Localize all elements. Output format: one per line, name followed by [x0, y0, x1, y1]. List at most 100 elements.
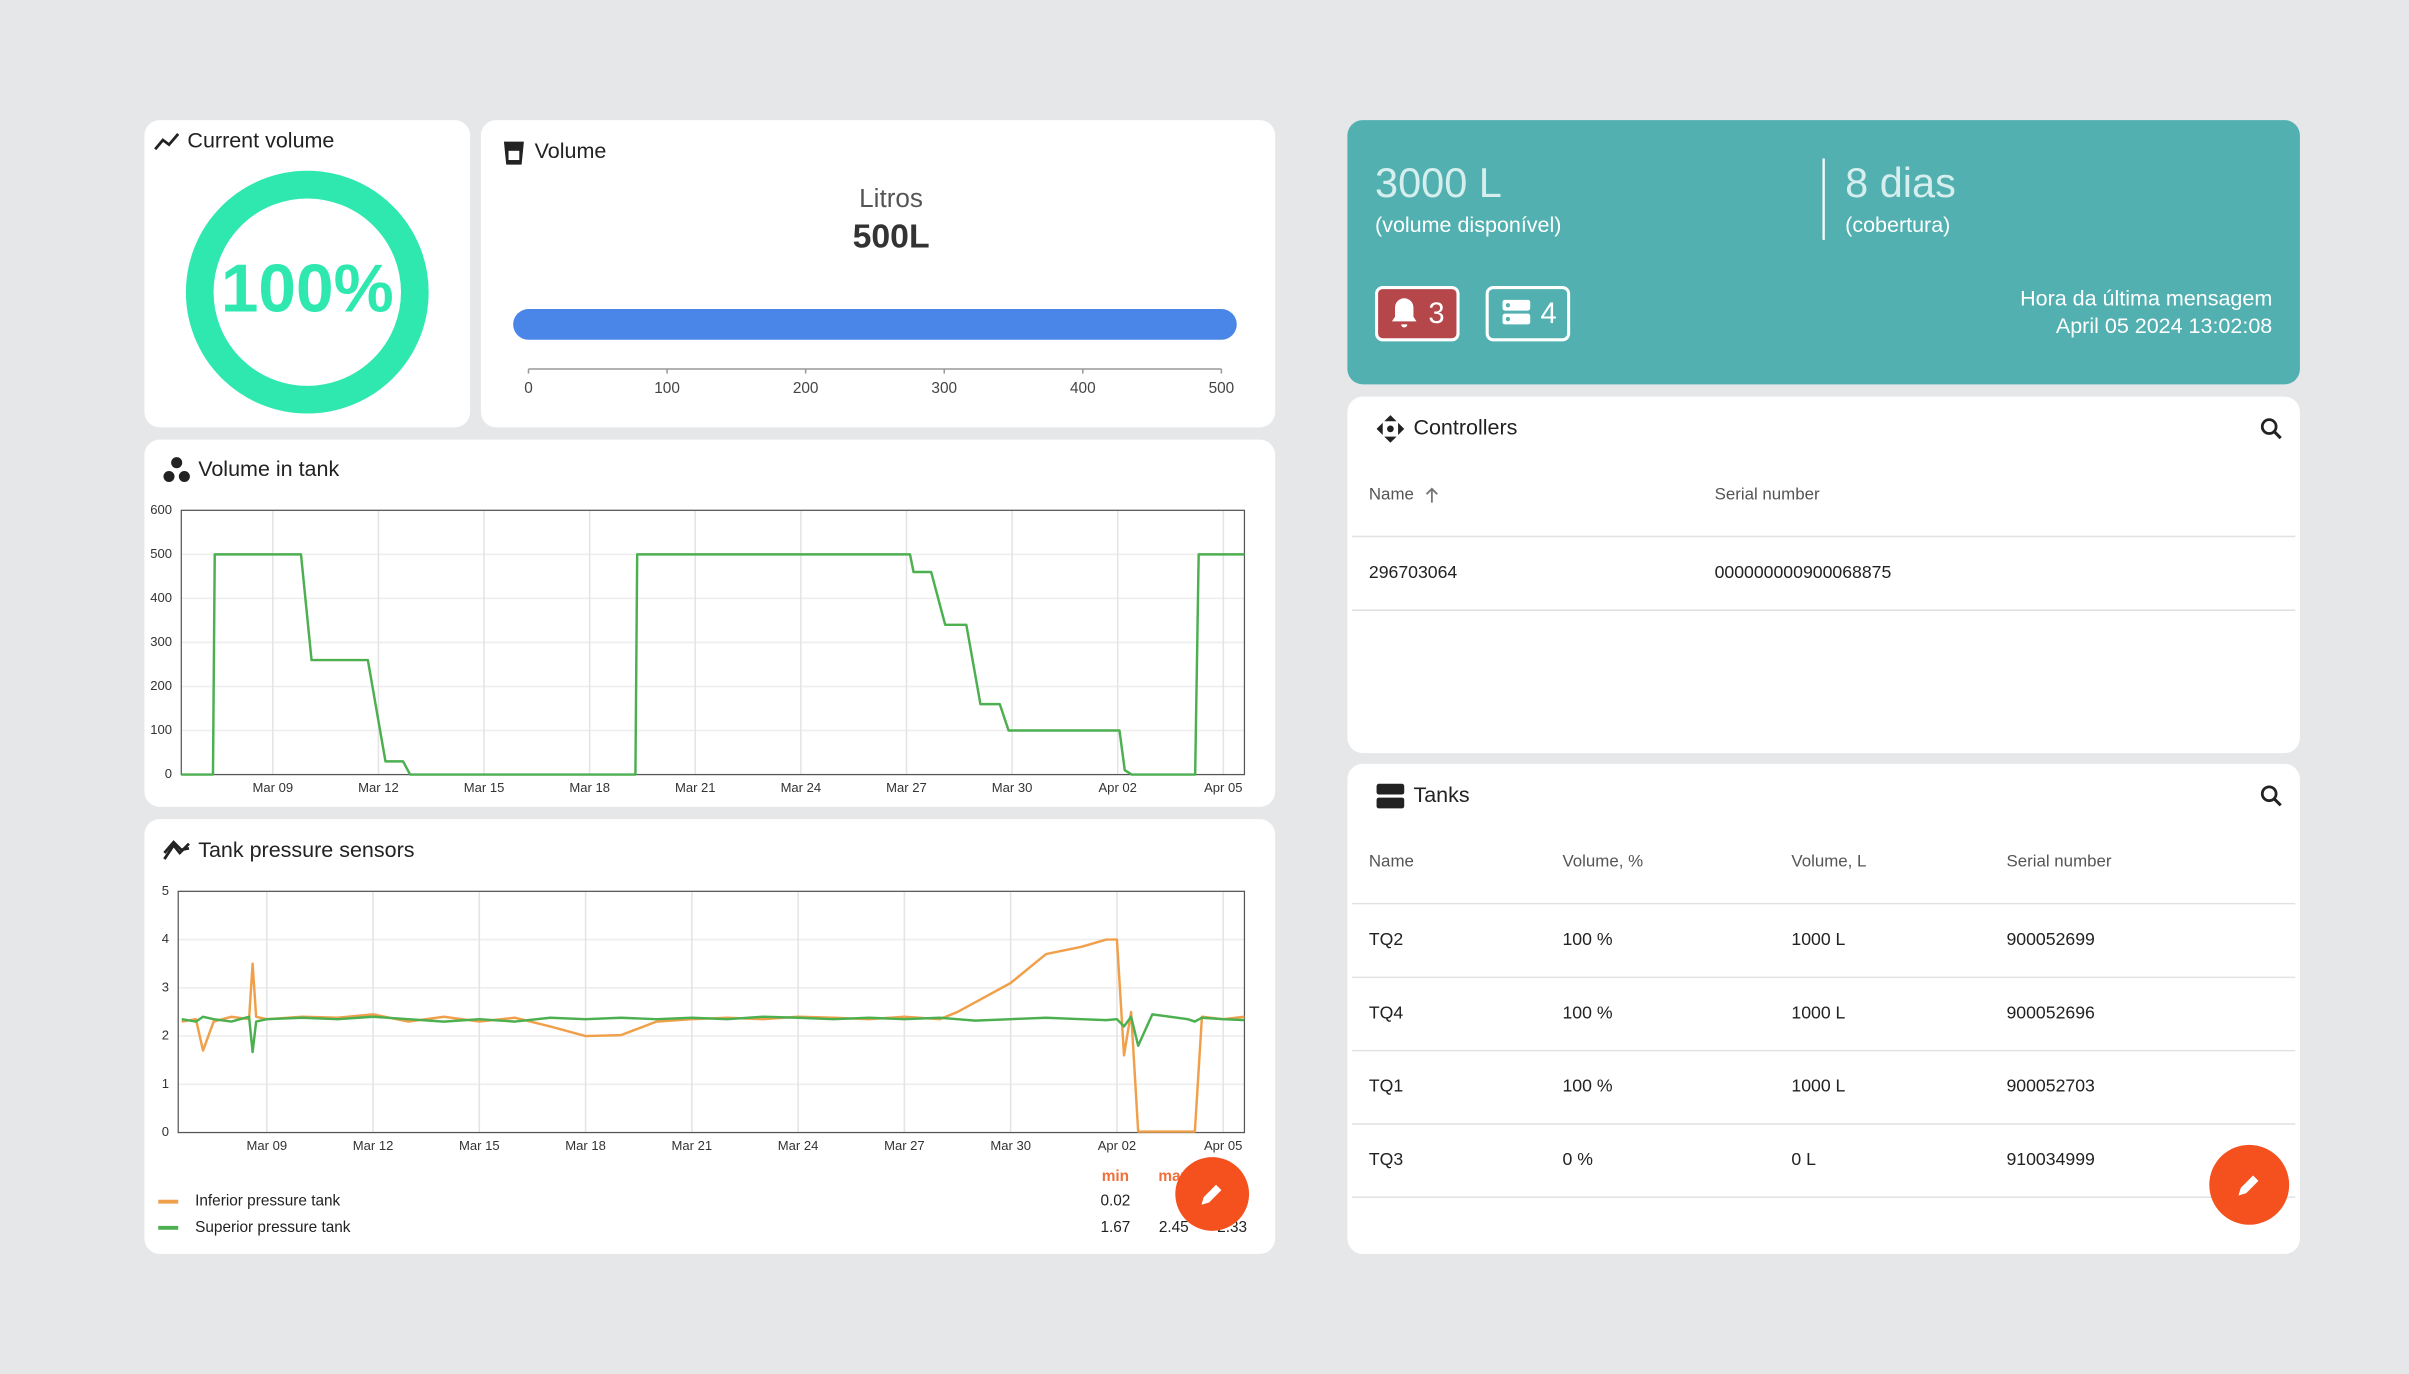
table-cell: 000000000900068875 [1715, 562, 1892, 582]
card-title: Volume in tank [198, 457, 339, 481]
edit-button[interactable] [1175, 1157, 1250, 1231]
card-title: Tank pressure sensors [198, 838, 414, 862]
table-cell: 900052696 [2006, 1002, 2095, 1022]
search-icon [2273, 430, 2282, 440]
x-tick-label: Mar 21 [672, 1138, 713, 1153]
table-cell: TQ1 [1369, 1076, 1403, 1096]
x-tick-label: Apr 05 [1204, 1138, 1242, 1153]
table-cell: 100 % [1562, 1002, 1612, 1022]
icon-dot [163, 470, 175, 483]
volume-bar [513, 309, 1237, 340]
x-tick-label: Apr 02 [1098, 780, 1136, 795]
volume-chart-card [144, 439, 1276, 807]
table-cell: 100 % [1562, 1076, 1612, 1096]
x-tick-label: Mar 15 [464, 780, 505, 795]
stats-header: min [1102, 1168, 1129, 1185]
gauge-arc [185, 170, 429, 414]
table-cell: TQ2 [1369, 929, 1403, 949]
table-cell: 0 % [1562, 1149, 1593, 1169]
table-cell: 910034999 [2006, 1149, 2094, 1169]
table-cell: 900052703 [2006, 1076, 2095, 1096]
stats-value: 2.45 [1159, 1219, 1189, 1236]
trend-icon [154, 133, 180, 151]
x-tick-label: Mar 30 [990, 1138, 1031, 1153]
y-tick-label: 2 [162, 1028, 169, 1043]
x-tick-label: Mar 30 [992, 780, 1033, 795]
x-tick-label: Mar 15 [459, 1138, 500, 1153]
card-title: Volume [535, 139, 607, 163]
available-caption: (volume disponível) [1375, 213, 1561, 237]
table-cell: 100 % [1562, 929, 1612, 949]
last-message-label: Hora da última mensagem [2020, 287, 2272, 311]
tanks-card [1347, 763, 2300, 1254]
server-icon [1502, 299, 1531, 311]
controllers-icon [1376, 415, 1405, 443]
plot-border [177, 890, 1246, 1134]
search-icon[interactable] [2260, 418, 2278, 435]
x-tick-label: Mar 09 [246, 1138, 287, 1153]
table-cell: 1000 L [1791, 929, 1845, 949]
legend-label: Superior pressure tank [195, 1219, 351, 1236]
server-icon [1502, 313, 1531, 325]
gauge-value: 100% [221, 252, 394, 327]
edit-button[interactable] [2209, 1144, 2290, 1225]
alerts-badge[interactable] [1375, 286, 1460, 342]
table-cell: 1000 L [1791, 1076, 1845, 1096]
devices-badge[interactable] [1485, 286, 1571, 342]
cup-icon-fill [508, 150, 520, 161]
y-tick-label: 500 [150, 546, 172, 561]
x-tick-label: Mar 27 [884, 1138, 925, 1153]
stats-value: 0.02 [1100, 1193, 1130, 1210]
x-tick-label: Apr 02 [1098, 1138, 1136, 1153]
y-tick-label: 200 [150, 678, 172, 693]
pencil-icon [1201, 1184, 1222, 1205]
y-tick-label: 3 [162, 979, 169, 994]
tanks-icon [1376, 783, 1405, 795]
table-cell: 1000 L [1791, 1002, 1845, 1022]
chart-icon [163, 840, 190, 854]
legend-label: Inferior pressure tank [195, 1193, 340, 1210]
series-line [181, 1013, 1245, 1054]
sort-arrow[interactable] [1425, 487, 1438, 503]
volume-card [480, 120, 1276, 428]
devices-count: 4 [1541, 298, 1557, 330]
controllers-icon [1387, 425, 1394, 433]
server-icon-dot [1505, 316, 1511, 322]
y-tick-label: 0 [162, 1124, 169, 1139]
icon-dot [171, 457, 183, 469]
coverage-value: 8 dias [1845, 159, 1956, 206]
x-tick-label: Mar 18 [569, 780, 610, 795]
search-icon [2273, 798, 2282, 807]
y-tick-label: 300 [150, 634, 172, 649]
x-tick-label: 100 [654, 380, 680, 397]
icon-dot [178, 470, 190, 483]
stats-value: 1.67 [1100, 1219, 1130, 1236]
column-header: Serial number [2006, 852, 2111, 871]
volume-value: 500L [853, 217, 930, 255]
search-icon[interactable] [2260, 785, 2278, 803]
last-message-time: April 05 2024 13:02:08 [2056, 314, 2272, 338]
x-tick-label: Mar 12 [358, 780, 399, 795]
x-tick-label: Mar 18 [565, 1138, 606, 1153]
column-header: Serial number [1715, 484, 1820, 503]
card-title: Tanks [1413, 783, 1469, 807]
x-tick-label: Mar 09 [253, 780, 294, 795]
plot-border [180, 509, 1246, 776]
available-volume: 3000 L [1375, 159, 1502, 206]
x-tick-label: Mar 12 [353, 1138, 394, 1153]
tanks-icon [1376, 797, 1405, 809]
unit-label: Litros [859, 183, 923, 213]
controllers-card [1347, 396, 2300, 754]
table-cell: 296703064 [1369, 562, 1458, 582]
table-cell: 900052699 [2006, 929, 2094, 949]
x-tick-label: 300 [931, 380, 957, 397]
bell-icon [1391, 298, 1417, 328]
y-tick-label: 600 [150, 502, 172, 517]
alerts-count: 3 [1428, 298, 1444, 330]
column-header: Name [1369, 852, 1414, 871]
x-tick-label: 0 [524, 380, 533, 397]
column-header: Volume, % [1562, 852, 1643, 871]
x-tick-label: Apr 05 [1204, 780, 1242, 795]
